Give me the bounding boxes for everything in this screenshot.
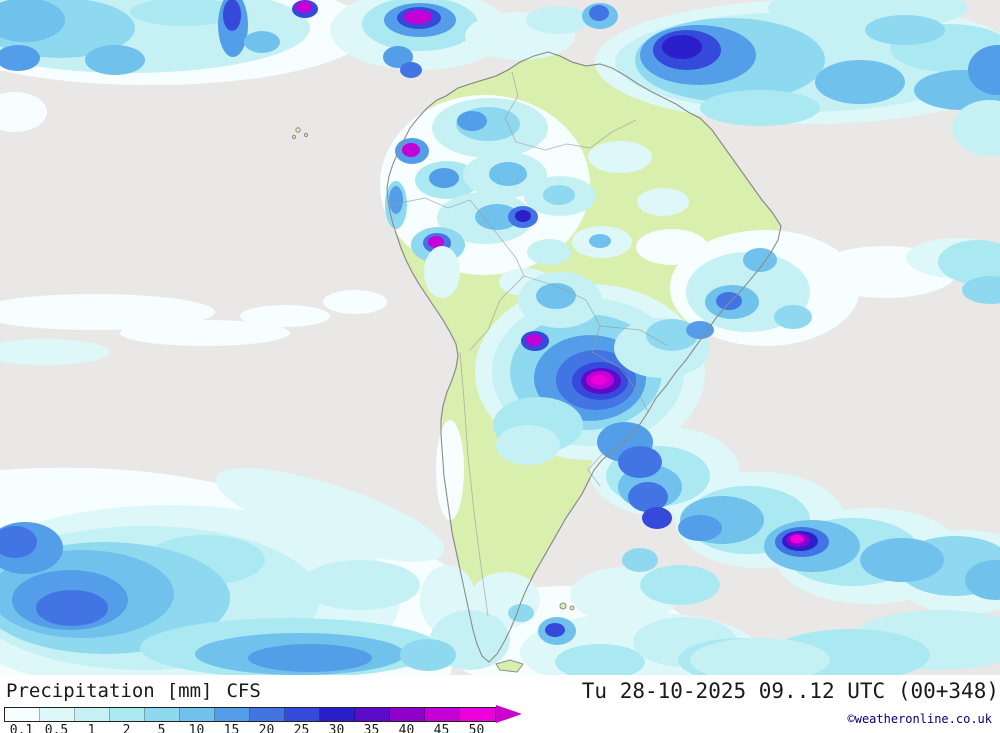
precip-region-se-band [590,427,1000,675]
scale-segment [215,707,250,721]
scale-segment [250,707,285,721]
model-name: CFS [226,680,261,702]
scale-segment [40,707,75,721]
precip-region-northwest [380,95,708,296]
scale-label: 0.5 [44,723,69,733]
scale-label: 15 [223,723,240,733]
scale-label: 1 [87,723,96,733]
scale-label: 2 [122,723,131,733]
parameter-name: Precipitation [6,680,155,702]
scale-segment [390,707,425,721]
precipitation-overlay [0,0,1000,675]
scale-label: 30 [328,723,345,733]
scale-segment [110,707,145,721]
scale-label: 0.1 [9,723,34,733]
map-area [0,0,1000,675]
scale-label: 10 [188,723,205,733]
scale-label: 50 [468,723,485,733]
country-borders [389,71,669,617]
scale-label: 25 [293,723,310,733]
scale-segment [5,707,40,721]
color-scale: 0.1 0.5 1 2 5 10 15 20 25 30 35 40 45 50 [4,705,522,733]
scale-arrow [496,705,522,723]
precip-region-central [475,272,714,478]
scale-label: 45 [433,723,450,733]
scale-segment [145,707,180,721]
scale-segment [320,707,355,721]
scale-label: 5 [157,723,166,733]
islands [291,127,575,673]
parameter-unit: [mm] [166,680,213,702]
scale-segment [75,707,110,721]
scale-labels: 0.1 0.5 1 2 5 10 15 20 25 30 35 40 45 50 [4,724,522,733]
precip-region-pacific-streaks [0,92,464,520]
scale-segment [460,707,495,721]
parameter-label: Precipitation [mm] CFS [6,680,261,702]
scale-segment [355,707,390,721]
scale-segment [425,707,460,721]
scale-label: 40 [398,723,415,733]
precipitation-map [0,0,1000,675]
scale-segment [180,707,215,721]
scale-bar [4,706,496,722]
precip-region-southwest [0,467,459,675]
precip-region-top [0,0,1000,156]
scale-segment [285,707,320,721]
scale-label: 35 [363,723,380,733]
datetime-label: Tu 28-10-2025 09..12 UTC (00+348) [581,679,999,703]
scale-row [4,705,522,723]
copyright[interactable]: ©weatheronline.co.uk [847,712,993,726]
scale-label: 20 [258,723,275,733]
legend-bar: Precipitation [mm] CFS Tu 28-10-2025 09..1… [0,675,1000,733]
